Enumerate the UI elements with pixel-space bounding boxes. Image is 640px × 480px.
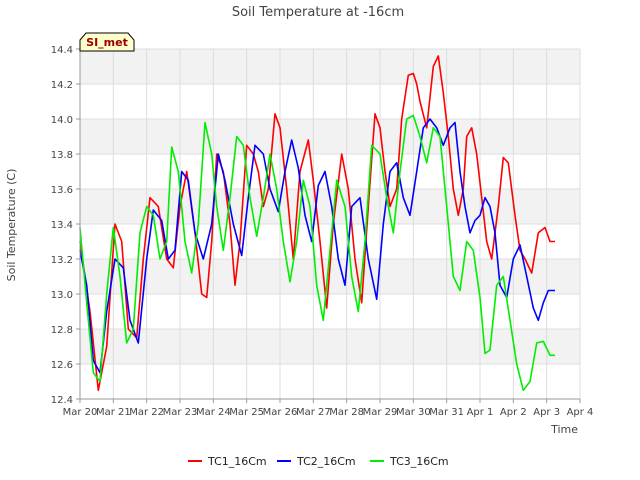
x-tick-label: Mar 23	[163, 407, 198, 418]
y-tick-label: 13.8	[51, 150, 73, 161]
legend: TC1_16Cm TC2_16Cm TC3_16Cm	[188, 455, 449, 468]
series-line-TC1_16Cm	[79, 55, 555, 392]
y-tick-label: 12.4	[51, 395, 73, 406]
x-tick-label: Mar 22	[129, 407, 164, 418]
x-tick-label: Apr 2	[500, 407, 527, 418]
x-tick-label: Apr 3	[533, 407, 560, 418]
series-line-TC2_16Cm	[79, 118, 555, 374]
band	[80, 329, 580, 364]
x-tick-label: Mar 25	[229, 407, 264, 418]
x-tick-label: Mar 20	[63, 407, 98, 418]
y-tick-label: 14.2	[51, 80, 73, 91]
y-tick-label: 13.6	[51, 185, 73, 196]
band	[80, 294, 580, 329]
band	[80, 364, 580, 399]
axes: 12.4 12.6 12.8 13.0 13.2 13.4 13.6 13.8 14.0 14.2…	[51, 45, 594, 418]
x-tick-label: Mar 30	[396, 407, 431, 418]
band	[80, 119, 580, 154]
x-axis-label: Time	[550, 423, 578, 436]
site-label: SI_met	[86, 36, 128, 49]
x-tick-label: Mar 28	[329, 407, 364, 418]
x-tick-label: Mar 24	[196, 407, 231, 418]
y-tick-label: 13.2	[51, 255, 73, 266]
y-tick-label: 14.0	[51, 115, 73, 126]
y-tick-label: 12.8	[51, 325, 73, 336]
y-tick-label: 13.0	[51, 290, 73, 301]
y-axis-label: Soil Temperature (C)	[5, 169, 18, 282]
y-tick-label: 13.4	[51, 220, 73, 231]
chart-title: Soil Temperature at -16cm	[232, 5, 404, 20]
band	[80, 49, 580, 84]
x-tick-label: Mar 29	[363, 407, 398, 418]
series-lines	[79, 55, 555, 392]
series-line-TC3_16Cm	[79, 114, 555, 392]
legend-label-TC2_16Cm: TC2_16Cm	[296, 455, 356, 468]
x-tick-label: Mar 27	[296, 407, 331, 418]
y-tick-label: 12.6	[51, 360, 73, 371]
legend-label-TC1_16Cm: TC1_16Cm	[207, 455, 267, 468]
x-tick-label: Mar 31	[429, 407, 464, 418]
legend-label-TC3_16Cm: TC3_16Cm	[389, 455, 449, 468]
site-label-box: SI_met	[79, 32, 135, 52]
band	[80, 154, 580, 189]
band	[80, 84, 580, 119]
x-tick-label: Apr 4	[567, 407, 594, 418]
y-tick-label: 14.4	[51, 45, 73, 56]
x-tick-label: Mar 26	[263, 407, 298, 418]
x-tick-label: Mar 21	[96, 407, 131, 418]
x-tick-label: Apr 1	[467, 407, 494, 418]
